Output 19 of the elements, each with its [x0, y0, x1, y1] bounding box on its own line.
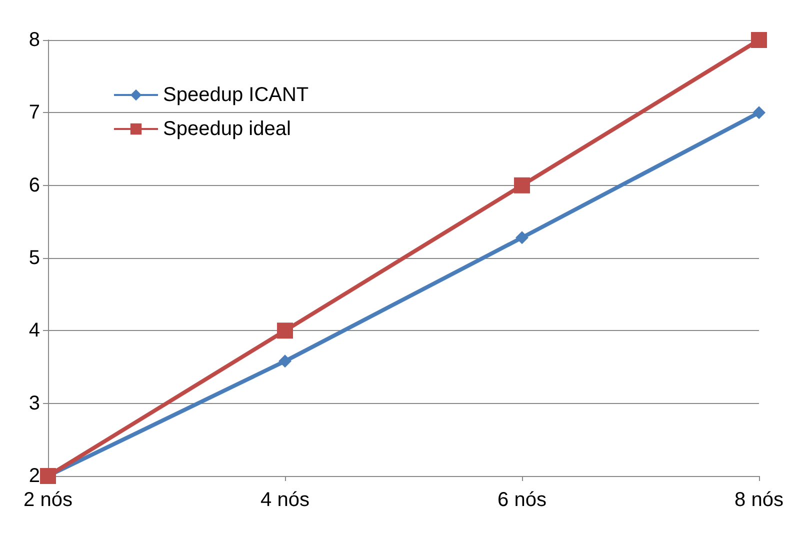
legend-label: Speedup ideal — [163, 118, 291, 140]
y-tick-label: 2 — [28, 465, 40, 487]
y-tick-label: 4 — [28, 320, 40, 342]
x-tick-label: 8 nós — [734, 489, 784, 511]
x-tick-label: 4 nós — [260, 489, 310, 511]
y-tick-label: 6 — [28, 174, 40, 196]
y-tick-label: 5 — [28, 247, 40, 269]
legend-label: Speedup ICANT — [163, 84, 309, 106]
point — [751, 32, 767, 48]
x-tick-label: 2 nós — [24, 489, 72, 511]
point — [516, 231, 528, 244]
point — [278, 354, 292, 368]
point — [277, 322, 293, 339]
y-tick-label: 3 — [28, 392, 40, 414]
point — [514, 177, 530, 194]
point — [752, 106, 766, 120]
y-tick-label: 8 — [28, 29, 40, 51]
x-tick-label: 6 nós — [498, 489, 546, 511]
y-tick-label: 7 — [28, 102, 40, 124]
